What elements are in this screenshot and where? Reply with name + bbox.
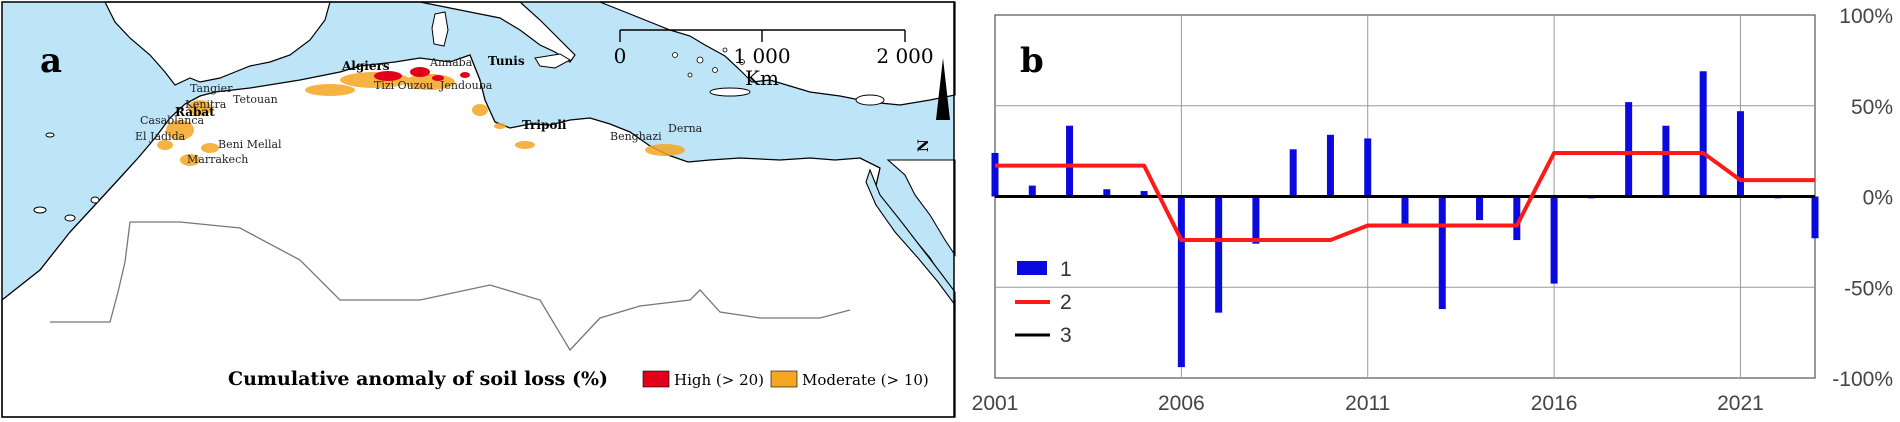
scale-unit: Km <box>745 66 779 90</box>
italy-land <box>330 1 576 63</box>
x-tick-label-2021: 2021 <box>1717 392 1764 415</box>
x-tick-label-2006: 2006 <box>1158 392 1205 415</box>
city-kenitra: Kenitra <box>185 98 227 111</box>
city-jendouba: Jendouba <box>439 79 493 92</box>
chart-y-ticks: 100% 50% 0% -50% -100% <box>1832 5 1893 391</box>
legend-swatch-moderate <box>770 370 798 388</box>
aegean-islands <box>672 47 745 78</box>
bar-2019 <box>1662 125 1670 197</box>
legend-label-series-1: 1 <box>1060 258 1072 281</box>
scale-bar <box>619 29 906 42</box>
city-tangier: Tangier <box>190 82 233 95</box>
bar-2012 <box>1401 196 1409 224</box>
map-legend-title: Cumulative anomaly of soil loss (%) <box>228 368 608 390</box>
bar-2014 <box>1476 196 1484 221</box>
city-tizi-ouzou: Tizi Ouzou <box>374 79 433 92</box>
y-tick-label-4: -100% <box>1832 368 1893 391</box>
chart-x-ticks: 2001 2006 2011 2016 2021 <box>972 392 1764 415</box>
city-derna: Derna <box>668 122 703 135</box>
bar-2007 <box>1215 196 1223 313</box>
sardinia <box>431 11 449 47</box>
legend-swatch-series-1 <box>1017 261 1047 275</box>
bar-2002 <box>1028 185 1036 197</box>
anomaly-bar-chart: 2001 2006 2011 2016 2021 100%50%0%-50%-100% … <box>972 5 1893 415</box>
country-border <box>50 221 851 352</box>
y-tick-label-1: 50% <box>1851 96 1893 119</box>
red-sea <box>865 168 956 307</box>
bar-2005 <box>1140 191 1148 197</box>
bar-2018 <box>1625 102 1633 197</box>
scale-label-0: 0 <box>614 44 627 68</box>
bar-2004 <box>1103 189 1111 197</box>
bar-2008 <box>1252 196 1260 244</box>
y-tick-label-0: 100% <box>1839 5 1893 28</box>
bar-2023 <box>1811 196 1819 239</box>
scale-label-1000: 1 000 <box>733 44 790 68</box>
series-2-line <box>995 150 1815 243</box>
bar-2009 <box>1289 149 1297 197</box>
y-tick-label-3: -50% <box>1844 277 1893 300</box>
canary-2 <box>64 214 76 222</box>
city-tripoli: Tripoli <box>522 118 567 132</box>
city-marrakech: Marrakech <box>187 153 248 166</box>
panel-a-label: a <box>40 41 62 81</box>
crete <box>709 87 751 97</box>
city-rabat: Rabat <box>175 105 215 119</box>
map-frame <box>1 1 955 418</box>
bar-2010 <box>1326 134 1334 197</box>
legend-label-moderate: Moderate (> 10) <box>802 371 929 389</box>
legend-label-series-3: 3 <box>1060 324 1072 347</box>
soil-loss-high-patches <box>374 67 470 81</box>
arabia-coast <box>886 159 956 257</box>
sicily <box>534 53 572 69</box>
x-tick-label-2001: 2001 <box>972 392 1019 415</box>
city-el-jadida: El Jadida <box>135 130 186 143</box>
panel-b-label: b <box>1020 41 1044 81</box>
cyprus <box>855 94 885 106</box>
canary-3 <box>90 196 100 204</box>
scale-label-2000: 2 000 <box>876 44 933 68</box>
x-tick-label-2016: 2016 <box>1531 392 1578 415</box>
bar-2020 <box>1699 71 1707 197</box>
city-benghazi: Benghazi <box>610 130 662 143</box>
legend-label-high: High (> 20) <box>674 371 764 389</box>
city-annaba: Annaba <box>429 56 473 69</box>
chart-lines <box>995 150 1815 243</box>
bar-2003 <box>1066 125 1074 197</box>
bar-2006 <box>1177 196 1185 368</box>
bar-2011 <box>1364 138 1372 197</box>
legend-swatch-high <box>642 370 670 388</box>
north-arrow-icon <box>936 58 950 120</box>
city-beni-mellal: Beni Mellal <box>218 138 282 151</box>
city-algiers: Algiers <box>341 59 390 73</box>
city-tetouan: Tetouan <box>233 93 278 106</box>
madeira <box>45 132 55 138</box>
iberia-land <box>104 1 331 86</box>
bar-2015 <box>1513 196 1521 241</box>
bar-2021 <box>1736 111 1744 197</box>
bar-2016 <box>1550 196 1558 284</box>
bar-2013 <box>1438 196 1446 310</box>
chart-bars <box>991 71 1819 368</box>
canary-1 <box>33 206 47 214</box>
city-tunis: Tunis <box>488 54 525 68</box>
legend-label-series-2: 2 <box>1060 291 1072 314</box>
bar-2001 <box>991 152 999 197</box>
soil-loss-map: 0 1 000 2 000 Km N a Algiers Tunis Rabat… <box>1 1 956 418</box>
y-tick-label-2: 0% <box>1863 187 1893 210</box>
x-tick-label-2011: 2011 <box>1345 392 1390 415</box>
north-label: N <box>916 139 932 152</box>
city-casablanca: Casablanca <box>140 114 205 127</box>
